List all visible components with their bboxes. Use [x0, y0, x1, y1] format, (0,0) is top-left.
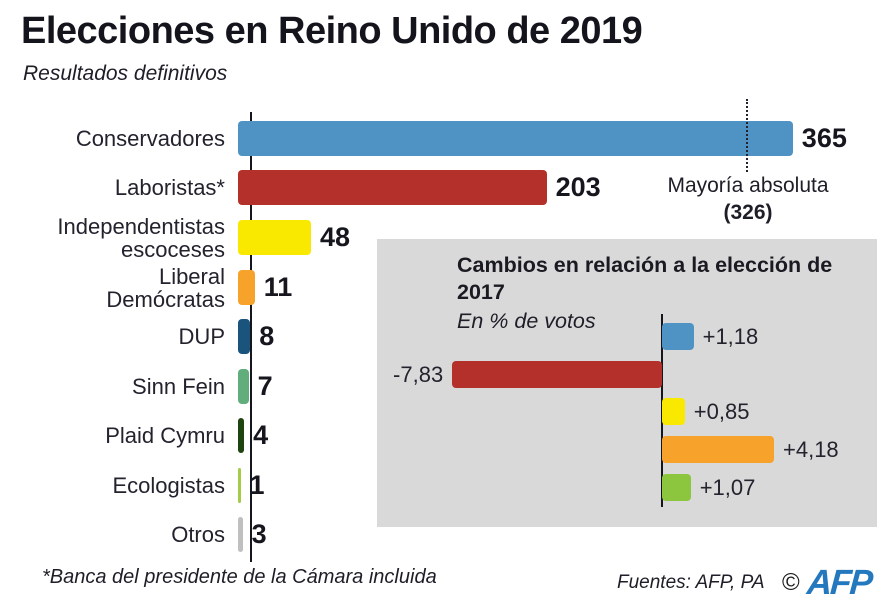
sources-credit: Fuentes: AFP, PA [617, 572, 765, 593]
inset-bar-row-conservadores: +1,18 [662, 323, 767, 350]
bar-label: Independentistas escoceses [57, 213, 225, 262]
bar-row-liberal-democratas: Liberal Demócratas 11 [0, 265, 293, 311]
majority-annotation: Mayoría absoluta (326) [628, 172, 868, 226]
bar-row-sinn-fein: Sinn Fein 7 [0, 369, 273, 404]
inset-subtitle: En % de votos [457, 309, 596, 333]
bar-row-otros: Otros 3 [0, 517, 267, 552]
bar-value: 11 [263, 272, 293, 302]
inset-bar-value: +4,18 [783, 436, 839, 462]
bar-value: 203 [555, 172, 601, 202]
bar-liberal-democratas [238, 270, 255, 305]
inset-bar-laboristas [452, 361, 662, 388]
bar-independentistas [238, 220, 311, 255]
footnote: *Banca del presidente de la Cámara inclu… [42, 566, 437, 588]
afp-logo: © AFP [782, 563, 873, 603]
majority-label: Mayoría absoluta [667, 174, 829, 197]
bar-laboristas [238, 170, 547, 205]
bar-conservadores [238, 121, 793, 156]
inset-panel-change-2017: Cambios en relación a la elección de 201… [377, 239, 877, 527]
bar-otros [238, 517, 243, 552]
inset-title: Cambios en relación a la elección de 201… [457, 253, 833, 304]
bar-label: Conservadores [75, 126, 225, 151]
inset-bar-verdes [662, 474, 691, 501]
inset-bar-row-liberal-democratas: +4,18 [662, 436, 848, 463]
bar-sinn-fein [238, 369, 249, 404]
inset-bar-value: +0,85 [693, 398, 750, 424]
inset-bar-row-verdes: +1,07 [662, 474, 764, 501]
inset-bar-independentistas [662, 398, 685, 425]
bar-row-laboristas: Laboristas* 203 [0, 170, 601, 205]
inset-bar-conservadores [662, 323, 694, 350]
inset-bar-row-independentistas: +0,85 [662, 398, 758, 425]
bar-label: Sinn Fein [132, 374, 225, 399]
bar-label: Ecologistas [112, 473, 225, 498]
bar-value: 365 [801, 123, 847, 153]
page-subtitle: Resultados definitivos [23, 62, 228, 85]
bar-row-ecologistas: Ecologistas 1 [0, 468, 265, 503]
main-axis-line [250, 112, 252, 562]
bar-value: 7 [257, 371, 273, 401]
bar-value: 48 [320, 222, 351, 252]
bar-row-plaid-cymru: Plaid Cymru 4 [0, 418, 268, 453]
bar-dup [238, 319, 251, 354]
inset-bar-value: +1,18 [702, 323, 759, 349]
bar-value: 1 [249, 470, 265, 500]
bar-plaid-cymru [238, 418, 245, 453]
bar-label: Otros [171, 522, 225, 547]
inset-bar-value: +1,07 [699, 474, 756, 500]
inset-axis-line [661, 314, 663, 507]
inset-bar-value: -7,83 [393, 361, 444, 387]
majority-value: (326) [723, 201, 773, 224]
bar-label: Laboristas* [114, 175, 225, 200]
bar-ecologistas [238, 468, 241, 503]
bar-row-conservadores: Conservadores 365 [0, 121, 847, 156]
inset-bar-liberal-democratas [662, 436, 774, 463]
copyright-icon: © [782, 569, 800, 596]
afp-logo-text: AFP [805, 563, 873, 602]
bar-label: DUP [178, 324, 225, 349]
bar-value: 3 [251, 519, 267, 549]
inset-bar-row-laboristas: -7,83 [384, 361, 662, 388]
bar-label: Liberal Demócratas [106, 263, 225, 312]
majority-threshold-line [746, 99, 748, 172]
page-title: Elecciones en Reino Unido de 2019 [21, 10, 643, 52]
bar-row-dup: DUP 8 [0, 319, 274, 354]
bar-label: Plaid Cymru [105, 423, 225, 448]
bar-row-independentistas: Independentistas escoceses 48 [0, 215, 351, 261]
bar-value: 8 [259, 321, 275, 351]
bar-value: 4 [253, 420, 269, 450]
